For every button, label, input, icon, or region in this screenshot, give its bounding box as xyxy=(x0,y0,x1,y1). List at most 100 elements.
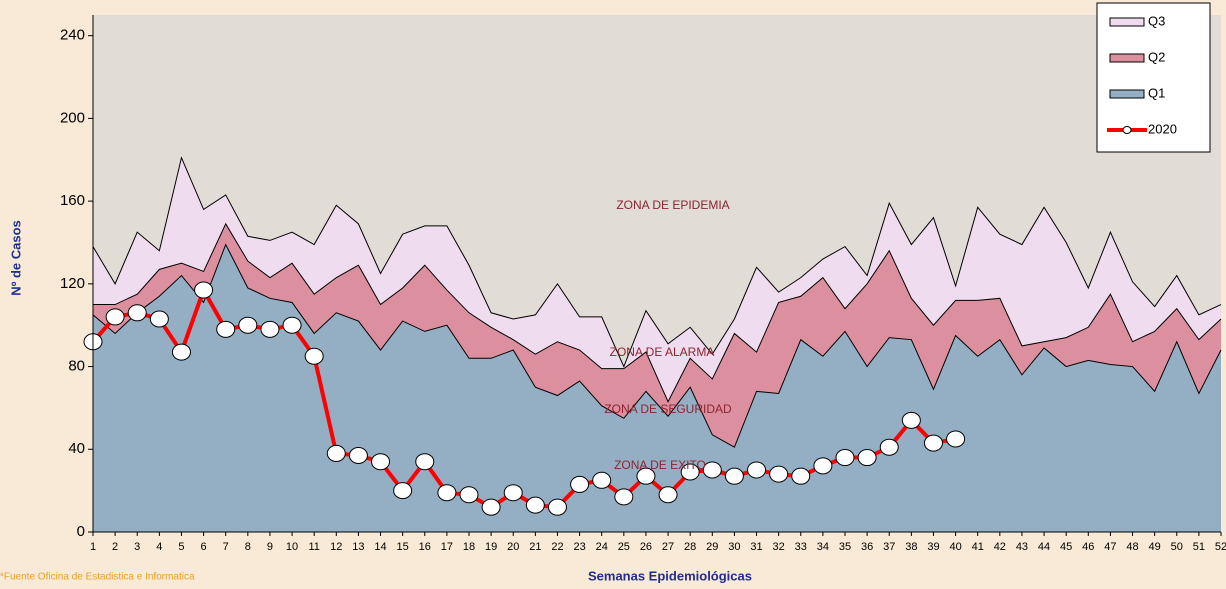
marker xyxy=(813,457,833,475)
y-tick-label: 240 xyxy=(60,27,85,44)
x-tick-label: 16 xyxy=(419,541,431,553)
x-tick-label: 41 xyxy=(972,541,984,553)
marker xyxy=(879,438,899,456)
x-tick-label: 37 xyxy=(883,541,895,553)
legend-box xyxy=(1096,2,1211,153)
x-tick-label: 8 xyxy=(245,541,251,553)
y-tick-label: 40 xyxy=(68,440,85,457)
zone-label: ZONA DE EPIDEMIA xyxy=(616,198,729,212)
marker xyxy=(592,471,612,489)
x-tick-label: 44 xyxy=(1038,541,1050,553)
legend-swatch xyxy=(1109,17,1145,27)
area-edge xyxy=(93,222,1222,403)
x-tick-label: 1 xyxy=(90,541,96,553)
x-tick-label: 31 xyxy=(750,541,762,553)
x-tick-label: 3 xyxy=(134,541,140,553)
marker xyxy=(791,467,811,485)
x-tick-label: 10 xyxy=(286,541,298,553)
legend-label: 2020 xyxy=(1148,121,1177,136)
marker xyxy=(658,486,678,504)
x-tick-label: 48 xyxy=(1126,541,1138,553)
marker xyxy=(547,498,567,516)
x-tick-label: 7 xyxy=(223,541,229,553)
marker xyxy=(216,320,236,338)
x-tick-label: 36 xyxy=(861,541,873,553)
zone-label: ZONA DE EXITO xyxy=(614,458,706,472)
x-tick-label: 19 xyxy=(485,541,497,553)
line xyxy=(91,285,956,510)
x-tick-label: 18 xyxy=(463,541,475,553)
x-tick-label: 50 xyxy=(1171,541,1183,553)
marker xyxy=(371,453,391,471)
y-tick-label: 200 xyxy=(60,109,85,126)
marker xyxy=(570,475,590,493)
marker xyxy=(481,498,501,516)
x-tick-label: 13 xyxy=(352,541,364,553)
y-tick-label: 0 xyxy=(77,523,85,540)
x-tick-label: 6 xyxy=(201,541,207,553)
marker xyxy=(348,446,368,464)
marker xyxy=(636,467,656,485)
x-tick-label: 38 xyxy=(905,541,917,553)
marker xyxy=(680,463,700,481)
x-tick-label: 47 xyxy=(1104,541,1116,553)
x-tick-label: 51 xyxy=(1193,541,1205,553)
x-tick-label: 34 xyxy=(817,541,829,553)
x-tick-label: 40 xyxy=(949,541,961,553)
x-tick-label: 4 xyxy=(156,541,162,553)
x-tick-label: 24 xyxy=(596,541,608,553)
marker xyxy=(437,484,457,502)
marker xyxy=(393,482,413,500)
marker xyxy=(326,444,346,462)
marker xyxy=(149,310,169,328)
marker xyxy=(282,316,302,334)
x-tick-label: 5 xyxy=(178,541,184,553)
marker xyxy=(857,449,877,467)
x-tick-label: 22 xyxy=(551,541,563,553)
marker xyxy=(415,453,435,471)
marker xyxy=(459,486,479,504)
marker xyxy=(835,449,855,467)
x-tick-label: 15 xyxy=(397,541,409,553)
x-tick-label: 29 xyxy=(706,541,718,553)
x-tick-label: 28 xyxy=(684,541,696,553)
x-tick-label: 11 xyxy=(308,541,319,553)
marker xyxy=(304,347,324,365)
marker xyxy=(769,465,789,483)
x-tick-label: 9 xyxy=(267,541,273,553)
y-tick-label: 120 xyxy=(60,275,85,292)
marker xyxy=(946,430,966,448)
x-tick-label: 35 xyxy=(839,541,851,553)
x-tick-label: 43 xyxy=(1016,541,1028,553)
legend-swatch xyxy=(1109,53,1145,63)
marker xyxy=(105,308,125,326)
marker xyxy=(923,434,943,452)
x-tick-label: 30 xyxy=(728,541,740,553)
zone-label: ZONA DE SEGURIDAD xyxy=(604,402,732,416)
x-tick-label: 2 xyxy=(112,541,118,553)
x-tick-label: 23 xyxy=(573,541,585,553)
x-tick-label: 32 xyxy=(773,541,785,553)
marker xyxy=(747,461,767,479)
x-tick-label: 25 xyxy=(618,541,630,553)
zone-label: ZONA DE ALARMA xyxy=(610,345,715,359)
x-tick-label: 46 xyxy=(1082,541,1094,553)
x-axis-label: Semanas Epidemiológicas xyxy=(588,568,752,583)
x-tick-label: 27 xyxy=(662,541,674,553)
x-tick-label: 21 xyxy=(529,541,541,553)
x-tick-label: 42 xyxy=(994,541,1006,553)
legend-label: Q2 xyxy=(1148,49,1165,64)
marker xyxy=(724,467,744,485)
marker xyxy=(614,488,634,506)
marker xyxy=(260,320,280,338)
x-tick-label: 39 xyxy=(927,541,939,553)
y-tick-label: 80 xyxy=(68,358,85,375)
x-tick-label: 12 xyxy=(330,541,342,553)
y-axis-label: Nº de Casos xyxy=(8,220,23,296)
x-tick-label: 33 xyxy=(795,541,807,553)
y-tick-label: 160 xyxy=(60,192,85,209)
marker xyxy=(171,343,191,361)
legend-swatch xyxy=(1109,89,1145,99)
marker xyxy=(525,496,545,514)
